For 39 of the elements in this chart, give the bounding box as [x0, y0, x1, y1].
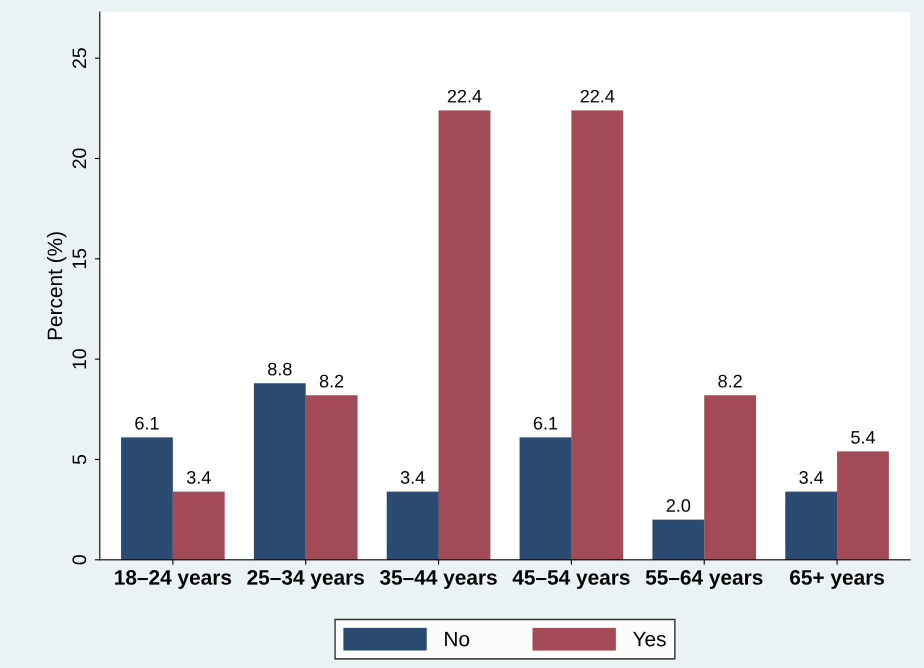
- data-label: 8.8: [268, 362, 292, 376]
- y-tick-label: 25: [72, 48, 86, 68]
- x-tick-label: 45–54 years: [512, 570, 630, 589]
- bar: [837, 451, 889, 560]
- x-tick-label: 55–64 years: [646, 570, 762, 589]
- data-label: 6.1: [534, 416, 558, 430]
- data-label: 22.4: [580, 90, 614, 102]
- y-tick-label: 15: [72, 248, 86, 268]
- bar: [785, 492, 838, 560]
- bar: [306, 395, 358, 560]
- bar: [254, 383, 306, 560]
- data-label: 3.4: [799, 471, 824, 484]
- bar: [386, 492, 439, 560]
- data-label: 8.2: [320, 374, 344, 388]
- x-tick-label: 18–24 years: [115, 570, 232, 589]
- legend-label: Yes: [632, 632, 666, 646]
- y-tick-label: 5: [72, 454, 86, 464]
- legend-label: No: [445, 632, 470, 646]
- bar: [704, 395, 756, 560]
- bar: [520, 437, 572, 560]
- x-tick-label: 25–34 years: [247, 570, 364, 589]
- y-tick-label: 20: [72, 148, 86, 168]
- data-label: 5.4: [851, 431, 876, 444]
- y-tick-label: 0: [72, 555, 86, 564]
- data-label: 2.0: [666, 499, 690, 512]
- y-tick-label: 10: [72, 349, 86, 368]
- bar: [438, 110, 490, 560]
- data-label: 22.4: [448, 90, 482, 102]
- bar: [121, 437, 173, 560]
- data-label: 6.1: [135, 416, 159, 430]
- bar: [172, 492, 225, 560]
- bar: [571, 110, 624, 560]
- data-label: 3.4: [186, 471, 211, 484]
- y-axis-title: Percent (%): [46, 232, 66, 340]
- bar: [652, 520, 704, 560]
- x-tick-label: 65+ years: [790, 570, 884, 589]
- x-tick-label: 35–44 years: [380, 570, 497, 589]
- data-label: 8.2: [718, 374, 742, 388]
- data-label: 3.4: [400, 471, 425, 484]
